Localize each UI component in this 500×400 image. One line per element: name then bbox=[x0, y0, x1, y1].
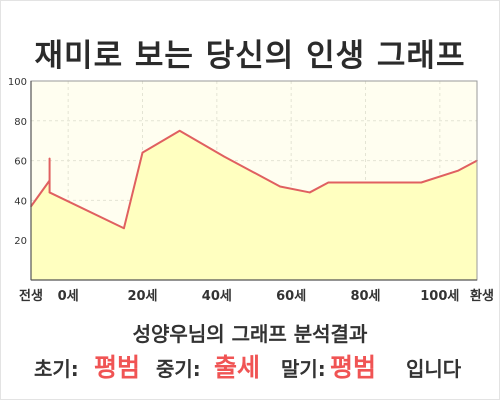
y-tick-labels: 20 40 60 80 100 bbox=[8, 77, 27, 247]
late-label: 말기: bbox=[281, 357, 326, 381]
data-point bbox=[48, 191, 51, 194]
axes bbox=[30, 80, 478, 281]
data-point bbox=[383, 181, 385, 184]
y-tick-label: 40 bbox=[14, 196, 27, 207]
x-tick-label: 40세 bbox=[202, 289, 232, 304]
analysis-subtitle: 성양우님의 그래프 분석결과 bbox=[132, 322, 368, 346]
ending-text: 입니다 bbox=[406, 357, 462, 381]
data-point bbox=[123, 227, 125, 230]
data-point bbox=[279, 185, 281, 188]
early-value: 평범 bbox=[94, 353, 141, 382]
analysis-summary: 초기: 평범 중기: 출세 말기: 평범 입니다 bbox=[0, 347, 500, 383]
y-tick-label: 100 bbox=[8, 77, 27, 88]
x-tick-labels: 전생 0세 20세 40세 60세 80세 100세 환생 bbox=[19, 288, 494, 304]
x-tick-label: 80세 bbox=[350, 289, 380, 304]
x-tick-label: 100세 bbox=[420, 289, 459, 304]
data-point bbox=[457, 169, 460, 172]
early-label: 초기: bbox=[34, 357, 79, 381]
data-point bbox=[420, 181, 423, 184]
y-tick-label: 60 bbox=[14, 157, 27, 168]
middle-label: 중기: bbox=[156, 357, 201, 381]
late-value: 평범 bbox=[330, 353, 377, 382]
data-point bbox=[308, 191, 311, 194]
x-tick-label: 환생 bbox=[470, 288, 494, 304]
y-tick-label: 80 bbox=[14, 117, 27, 128]
data-point bbox=[48, 179, 51, 182]
middle-value: 출세 bbox=[214, 353, 261, 382]
data-point bbox=[223, 155, 226, 158]
x-tick-label: 20세 bbox=[127, 289, 157, 304]
data-point bbox=[178, 129, 181, 132]
data-point bbox=[141, 151, 144, 154]
x-tick-label: 60세 bbox=[276, 289, 306, 304]
data-point bbox=[48, 157, 51, 160]
x-tick-label: 0세 bbox=[58, 289, 79, 304]
data-point bbox=[327, 181, 330, 184]
area-fill bbox=[31, 130, 477, 280]
y-tick-label: 20 bbox=[14, 236, 27, 247]
page-title: 재미로 보는 당신의 인생 그래프 bbox=[34, 38, 466, 74]
x-tick-label: 전생 bbox=[19, 288, 43, 304]
